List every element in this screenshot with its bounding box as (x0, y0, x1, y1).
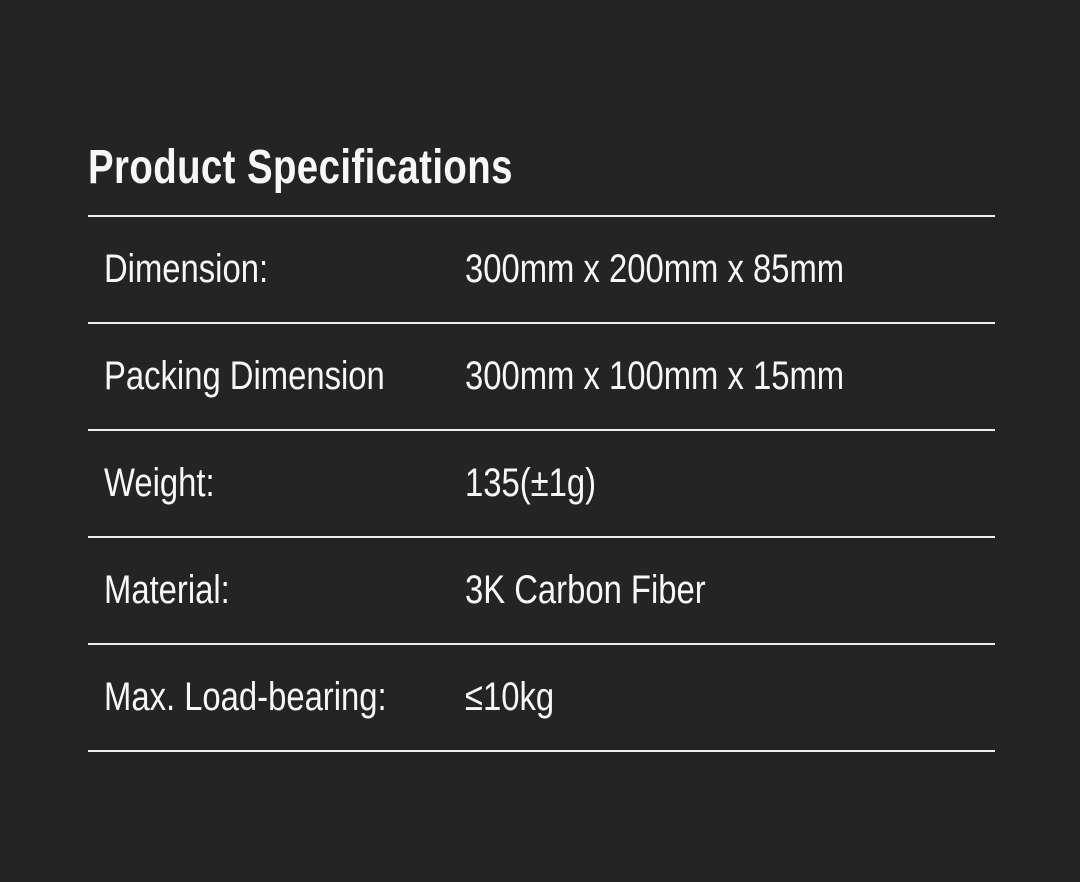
spec-label: Packing Dimension (88, 354, 465, 399)
spec-value: 300mm x 200mm x 85mm (465, 247, 995, 292)
spec-label-text: Material: (104, 568, 230, 612)
spec-row: Dimension: 300mm x 200mm x 85mm (88, 215, 995, 322)
spec-label: Dimension: (88, 247, 465, 292)
spec-value-text: 135(±1g) (465, 461, 597, 505)
spec-label-text: Packing Dimension (104, 354, 385, 398)
spec-value: 135(±1g) (465, 461, 995, 506)
spec-label-text: Dimension: (104, 247, 269, 291)
spec-value: 300mm x 100mm x 15mm (465, 354, 995, 399)
spec-label: Weight: (88, 461, 465, 506)
spec-row: Packing Dimension 300mm x 100mm x 15mm (88, 322, 995, 429)
page-title-text: Product Specifications (88, 141, 513, 195)
spec-label-text: Weight: (104, 461, 215, 505)
spec-value: ≤10kg (465, 675, 995, 720)
spec-label-text: Max. Load-bearing: (104, 675, 387, 719)
spec-value: 3K Carbon Fiber (465, 568, 995, 613)
spec-label: Material: (88, 568, 465, 613)
spec-value-text: 3K Carbon Fiber (465, 568, 706, 612)
spec-value-text: ≤10kg (465, 675, 555, 719)
spec-value-text: 300mm x 100mm x 15mm (465, 354, 845, 398)
spec-row: Weight: 135(±1g) (88, 429, 995, 536)
spec-label: Max. Load-bearing: (88, 675, 465, 720)
spec-row: Material: 3K Carbon Fiber (88, 536, 995, 643)
spec-table: Dimension: 300mm x 200mm x 85mm Packing … (88, 215, 995, 752)
spec-row: Max. Load-bearing: ≤10kg (88, 643, 995, 752)
spec-value-text: 300mm x 200mm x 85mm (465, 247, 845, 291)
page-title: Product Specifications (88, 141, 619, 195)
